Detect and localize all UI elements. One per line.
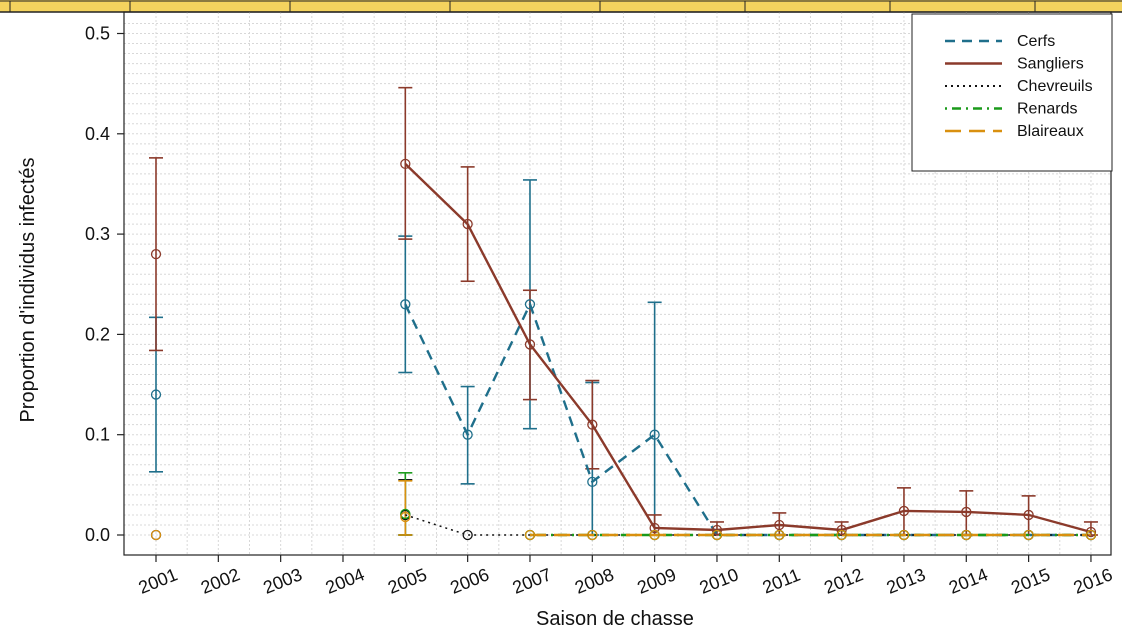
data-point [836,529,847,541]
top-table-strip [0,0,1122,13]
data-point [1023,529,1034,541]
series-line [404,163,1092,534]
y-tick-label: 0.2 [85,324,110,344]
x-tick-label: 2009 [634,564,679,598]
data-point [711,529,723,541]
data-point [400,511,411,523]
data-point [961,506,972,518]
x-tick-label: 2011 [760,564,803,597]
x-tick-label: 2015 [1008,564,1053,598]
plot-grid [124,12,1111,555]
data-point [898,529,910,541]
legend-label: Sangliers [1017,56,1084,73]
data-point [1023,509,1034,521]
x-tick-label: 2012 [821,564,866,598]
y-tick-label: 0.3 [85,224,110,244]
data-point [774,529,785,541]
series-lines [404,163,1092,537]
x-tick-label: 2014 [946,564,991,598]
legend-label: Chevreuils [1017,78,1093,95]
x-tick-label: 2016 [1071,564,1116,598]
x-tick-label: 2013 [884,564,929,598]
data-point [462,218,473,230]
y-tick-label: 0.5 [85,24,110,44]
data-point [774,519,785,531]
data-point [836,524,847,536]
plot-frame [123,11,1112,556]
data-point [649,529,660,541]
data-point [649,429,660,440]
x-tick-label: 2010 [697,564,742,598]
data-point [150,529,162,541]
y-axis: 0.0 0.1 0.2 0.3 0.4 0.5 [85,24,124,545]
x-tick-label: 2003 [260,564,305,598]
legend-label: Cerfs [1017,33,1055,50]
y-tick-label: 0.4 [85,124,110,144]
y-axis-title: Proportion d'individus infectés [17,157,39,422]
data-points [150,158,1097,541]
data-point [524,339,536,350]
data-point [587,419,598,430]
legend: Cerfs Sangliers Chevreuils Renards Blaireaux [911,13,1113,172]
data-point [587,529,598,541]
data-point [400,299,411,310]
data-point [462,429,473,440]
data-point [524,529,536,541]
x-axis-title: Saison de chasse [536,608,694,630]
data-point [587,476,598,487]
x-axis: 2001 2002 2003 2004 2005 2006 2007 2008 2009 2010… [136,555,1116,598]
data-point [898,505,910,517]
x-tick-label: 2007 [510,564,555,598]
data-point [400,508,411,520]
data-point [150,389,162,400]
legend-label: Renards [1017,101,1077,118]
error-bars [149,86,1098,536]
data-point [961,529,972,541]
data-point [400,158,411,170]
data-point [462,529,473,541]
x-tick-label: 2005 [385,564,430,598]
x-tick-label: 2001 [136,564,181,598]
y-tick-label: 0.0 [85,525,110,545]
x-tick-label: 2004 [323,564,368,598]
y-tick-label: 0.1 [85,425,110,445]
data-point [1085,529,1097,541]
data-point [1085,526,1097,538]
x-tick-label: 2008 [572,564,617,598]
legend-label: Blaireaux [1017,123,1084,140]
x-tick-label: 2006 [447,564,492,598]
x-tick-label: 2002 [198,564,243,598]
data-point [150,249,162,260]
data-point [524,299,536,310]
data-point [711,524,723,536]
data-point [649,522,660,534]
